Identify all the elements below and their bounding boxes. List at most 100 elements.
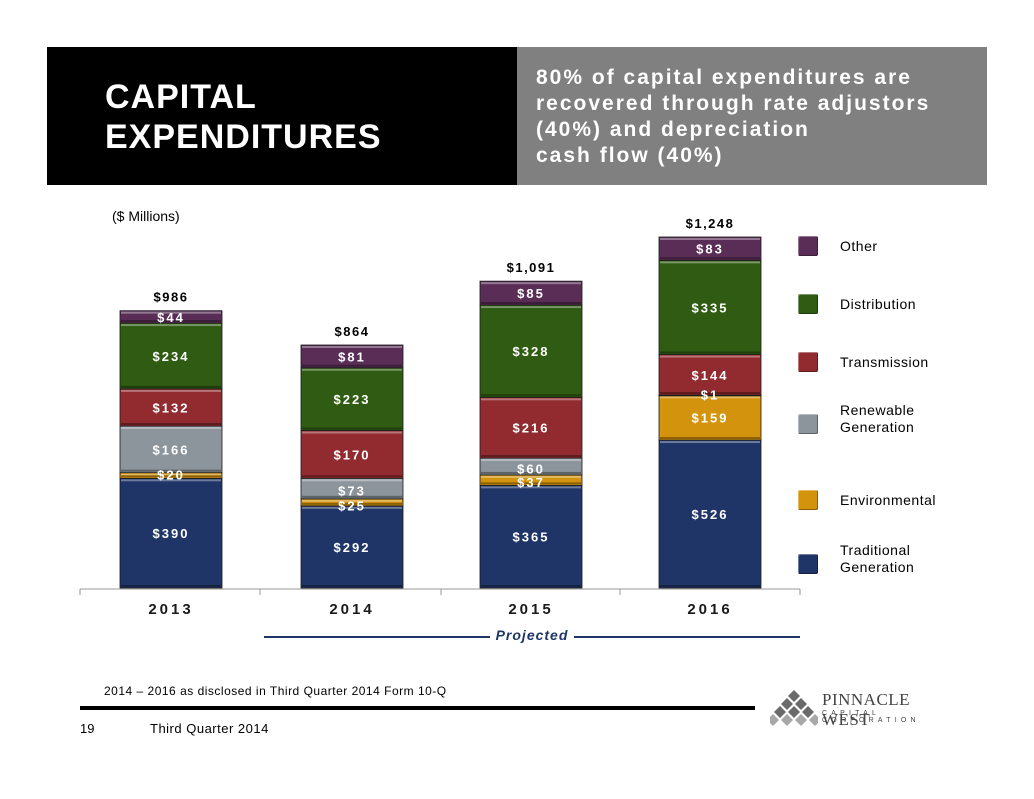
- data-label: $144: [692, 368, 729, 383]
- projected-line-left: [264, 636, 490, 638]
- legend-label: Distribution: [840, 296, 916, 313]
- legend-swatch: [798, 294, 818, 314]
- data-label: $335: [692, 300, 729, 315]
- legend-label: Environmental: [840, 492, 936, 509]
- subtitle-line-2: recovered through rate adjustors: [536, 92, 931, 115]
- legend-item-other: Other: [798, 236, 998, 276]
- projected-line-right: [574, 636, 800, 638]
- legend-label-line-1: Environmental: [840, 492, 936, 508]
- subtitle-line-3: (40%) and depreciation: [536, 118, 810, 141]
- data-label: $20: [157, 468, 185, 483]
- projected-bracket: Projected: [264, 627, 800, 647]
- legend-label-line-2: Generation: [840, 419, 915, 435]
- data-label: $1: [701, 387, 719, 402]
- data-label: $85: [517, 286, 545, 301]
- data-label: $526: [692, 507, 729, 522]
- company-logo: PINNACLE WEST CAPITAL CORPORATION: [770, 688, 950, 729]
- bar-segment-traditional-generation-2015: [479, 484, 583, 589]
- legend-swatch: [798, 414, 818, 434]
- data-label: $365: [513, 530, 550, 545]
- bar-segment-other-2015: [479, 280, 583, 306]
- legend-label-line-1: Renewable: [840, 402, 915, 418]
- data-label: $166: [153, 442, 190, 457]
- logo-subtitle: CAPITAL CORPORATION: [822, 710, 920, 724]
- data-label: $170: [334, 447, 371, 462]
- data-label: $223: [334, 392, 371, 407]
- data-label: $44: [157, 310, 185, 325]
- footer-text: Third Quarter 2014: [150, 721, 269, 736]
- legend-item-distribution: Distribution: [798, 294, 998, 334]
- bar-segment-transmission-2014: [300, 430, 404, 479]
- legend-swatch: [798, 554, 818, 574]
- legend-label-line-1: Traditional: [840, 542, 911, 558]
- x-tick-label: 2014: [329, 601, 374, 618]
- legend-label: Other: [840, 238, 878, 255]
- data-label: $83: [696, 242, 724, 257]
- legend-label: Traditional Generation: [840, 542, 914, 576]
- x-tick-label: 2016: [687, 601, 732, 618]
- bar-segment-traditional-generation-2014: [300, 505, 404, 589]
- data-label: $216: [513, 421, 550, 436]
- legend-swatch: [798, 490, 818, 510]
- footer-divider: [80, 706, 755, 710]
- data-label: $234: [153, 349, 190, 364]
- bar-segment-traditional-generation-2016: [658, 439, 762, 589]
- diamond-logo-icon: [770, 690, 818, 726]
- data-label: $73: [338, 484, 366, 499]
- legend-item-traditional-generation: Traditional Generation: [798, 542, 998, 590]
- legend-swatch: [798, 236, 818, 256]
- legend-swatch: [798, 352, 818, 372]
- page-number: 19: [80, 721, 95, 736]
- bar-segment-renewable-generation-2014: [300, 477, 404, 500]
- legend-label: Transmission: [840, 354, 929, 371]
- legend-item-transmission: Transmission: [798, 352, 998, 392]
- title-block: CAPITAL EXPENDITURES: [47, 47, 517, 185]
- legend-item-renewable-generation: Renewable Generation: [798, 402, 998, 450]
- legend-item-environmental: Environmental: [798, 490, 998, 530]
- subtitle-line-1: 80% of capital expenditures are: [536, 66, 912, 89]
- bar-segment-traditional-generation-2013: [119, 477, 223, 589]
- bar-segment-transmission-2013: [119, 388, 223, 427]
- bar-segment-transmission-2016: [658, 354, 762, 396]
- data-label: $132: [153, 400, 190, 415]
- legend-label: Renewable Generation: [840, 402, 915, 436]
- bar-segment-renewable-generation-2013: [119, 425, 223, 474]
- data-label: $328: [513, 344, 550, 359]
- bar-segment-other-2016: [658, 236, 762, 261]
- legend-label-line-1: Transmission: [840, 354, 929, 370]
- bar-segment-distribution-2013: [119, 322, 223, 390]
- bar-segment-environmental-2016: [658, 394, 762, 441]
- data-label: $159: [692, 411, 729, 426]
- x-tick-label: 2015: [508, 601, 553, 618]
- logo-name: PINNACLE WEST: [822, 690, 911, 729]
- data-label: $390: [153, 526, 190, 541]
- total-label: $864: [335, 324, 370, 339]
- data-label: $60: [517, 462, 545, 477]
- bar-segment-other-2014: [300, 344, 404, 369]
- total-label: $1,091: [507, 260, 556, 275]
- bar-segment-transmission-2015: [479, 396, 583, 459]
- page-title: CAPITAL EXPENDITURES: [105, 77, 505, 157]
- data-label: $25: [338, 498, 366, 513]
- footnote: 2014 – 2016 as disclosed in Third Quarte…: [104, 684, 447, 698]
- data-label: $81: [338, 349, 366, 364]
- data-label: $37: [517, 475, 545, 490]
- subtitle: 80% of capital expenditures are recovere…: [536, 65, 976, 169]
- title-line-1: CAPITAL: [105, 78, 257, 116]
- legend-label-line-1: Distribution: [840, 296, 917, 312]
- total-label: $1,248: [686, 216, 735, 231]
- subtitle-line-4: cash flow (40%): [536, 144, 724, 167]
- bar-segment-other-2013: [119, 310, 223, 324]
- title-line-2: EXPENDITURES: [105, 118, 382, 156]
- x-tick-label: 2013: [148, 601, 193, 618]
- legend-label-line-2: Generation: [840, 559, 915, 575]
- bar-segment-distribution-2016: [658, 259, 762, 355]
- chart-legend: Other Distribution Transmission Renewable Ge…: [798, 230, 998, 590]
- subtitle-block: 80% of capital expenditures are recovere…: [517, 47, 987, 185]
- data-label: $292: [334, 540, 371, 555]
- bar-segment-distribution-2014: [300, 367, 404, 431]
- total-label: $986: [154, 290, 189, 305]
- projected-label: Projected: [495, 627, 569, 643]
- legend-label-line-1: Other: [840, 238, 878, 254]
